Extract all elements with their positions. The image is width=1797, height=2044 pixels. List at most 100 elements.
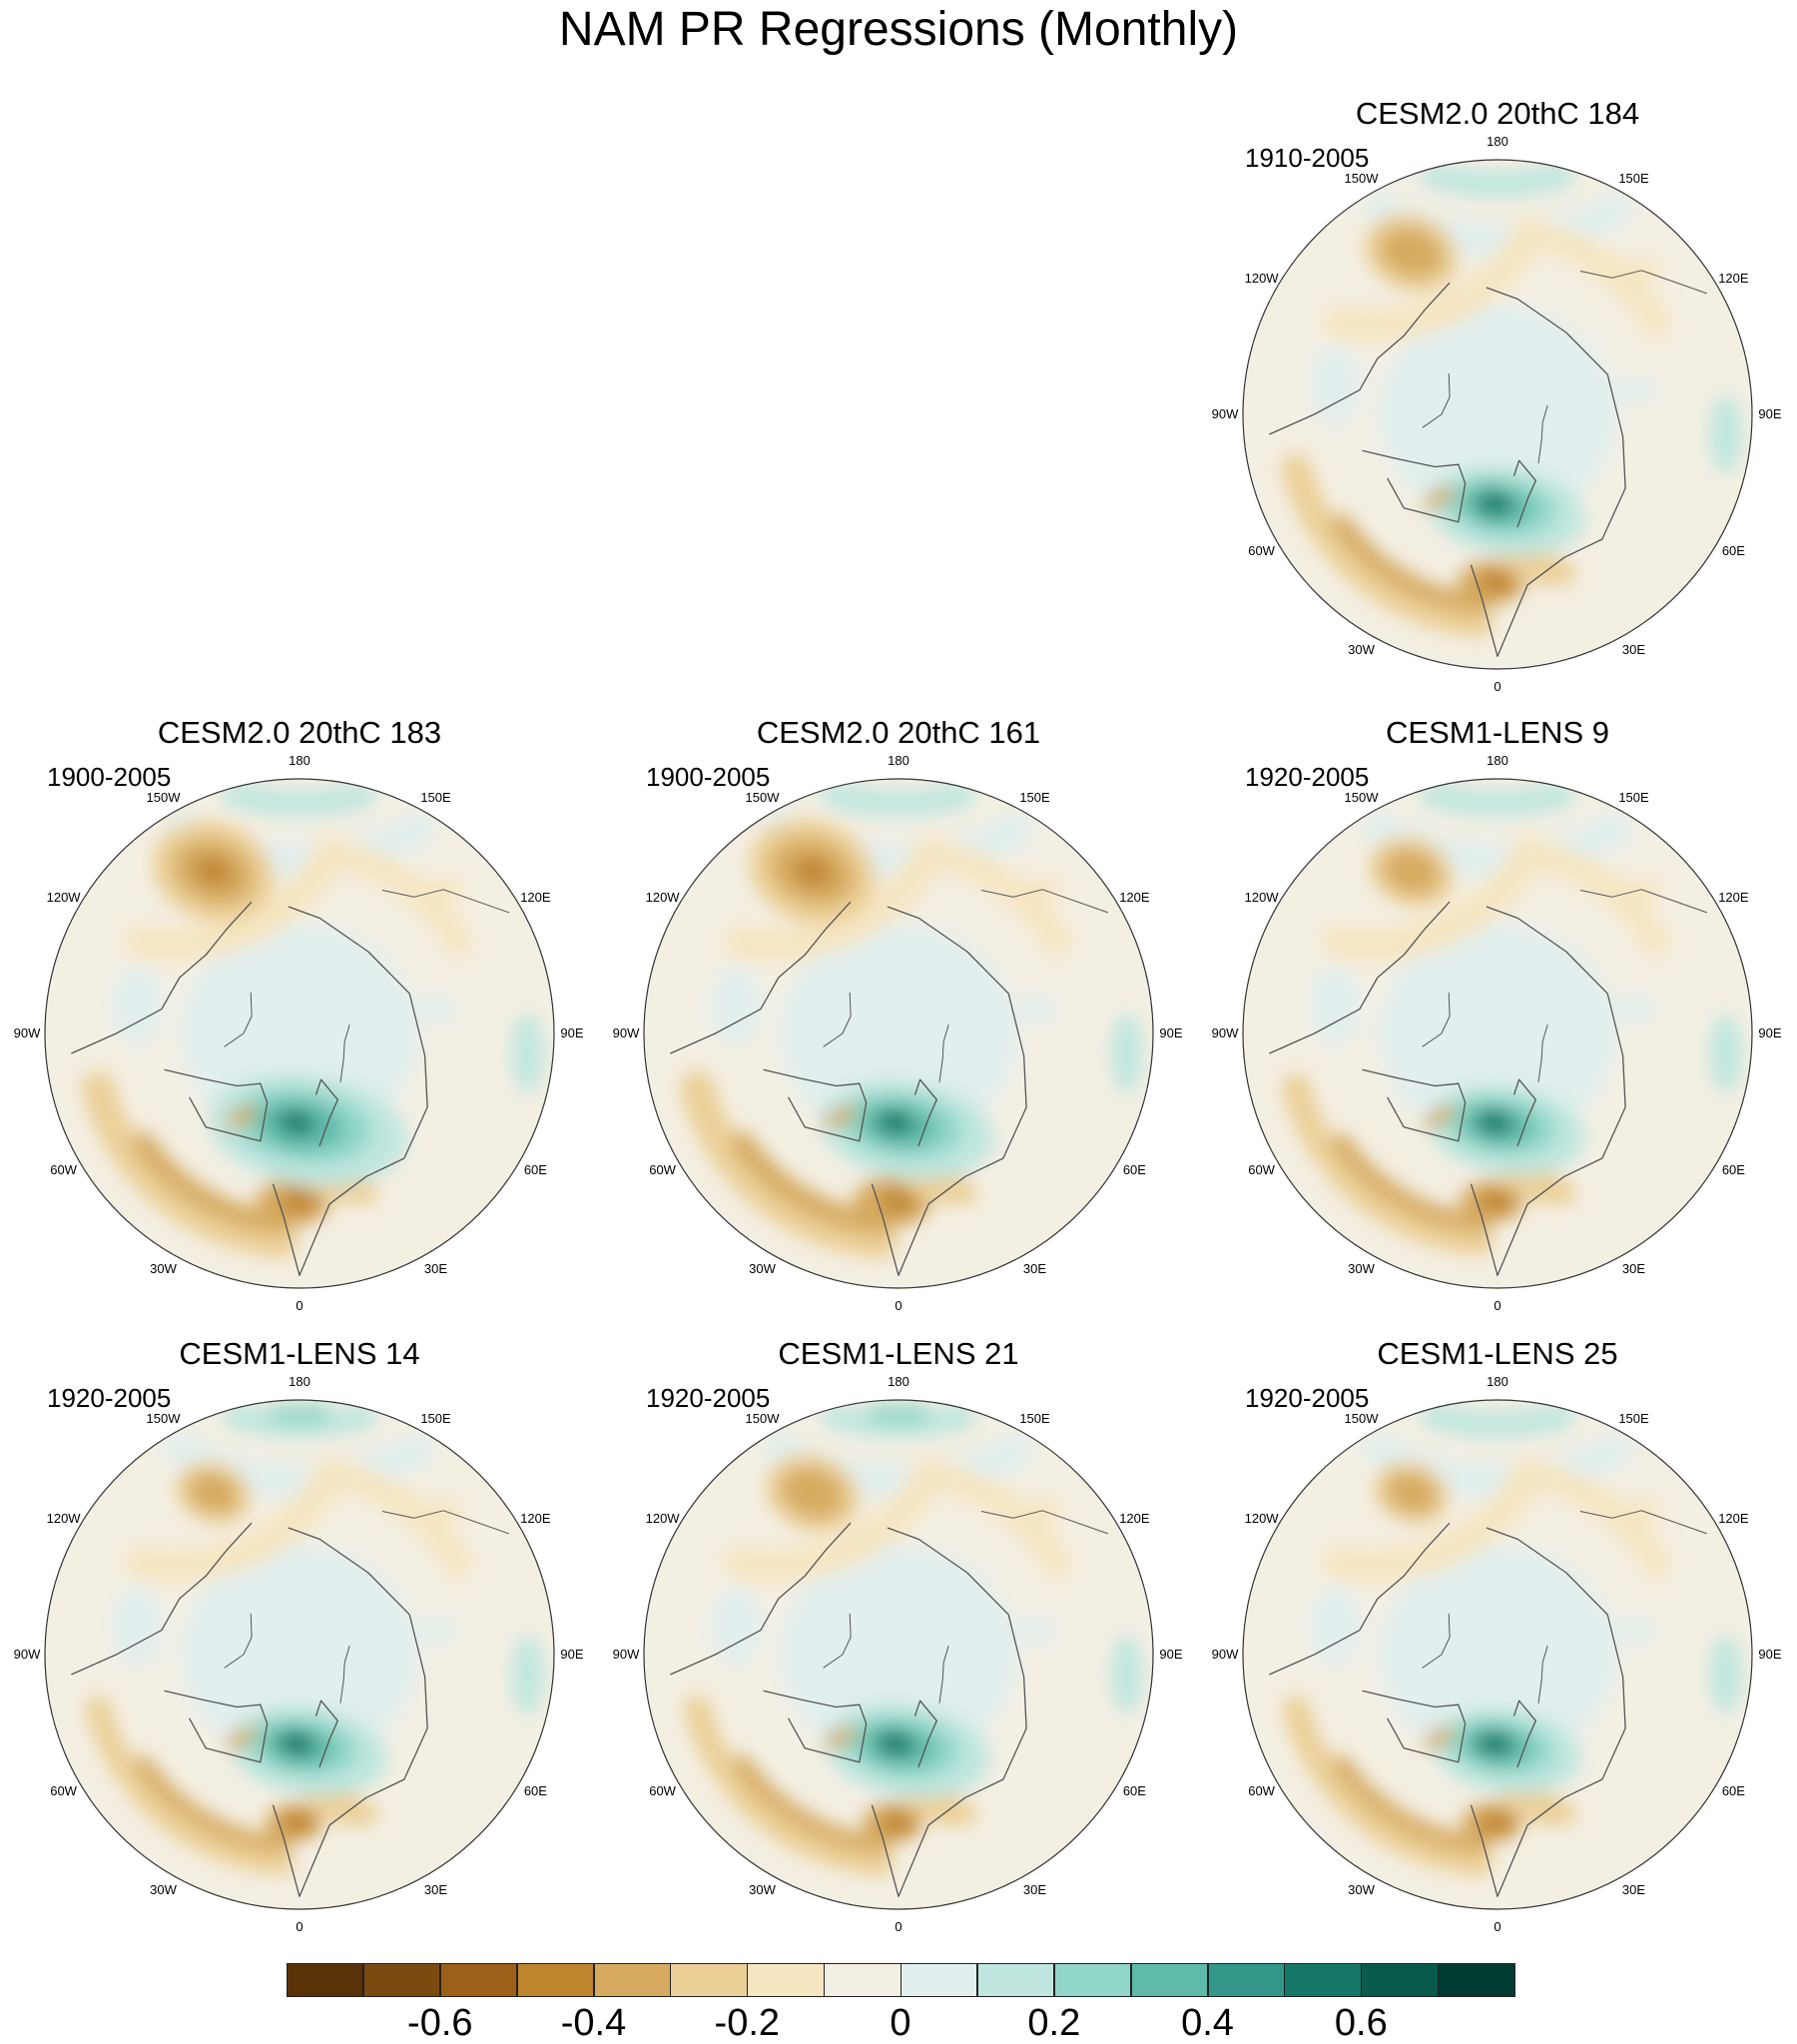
siberia-patch: [1014, 997, 1059, 1022]
pacific-anomaly-core: [1383, 849, 1440, 895]
panel-years: 1920-2005: [646, 1383, 771, 1413]
pacific-tan-arc-west: [723, 1457, 947, 1583]
map-panel: CESM2.0 20thC 161 180 150E 120E 90E 60E 30E 0 30…: [599, 714, 1198, 1313]
longitude-label: 120E: [1718, 889, 1749, 905]
iberia-anomaly-core: [1480, 570, 1515, 595]
pacific-anomaly-core: [1386, 1472, 1437, 1513]
coastline-greenland: [164, 1690, 269, 1763]
longitude-label: 120W: [1244, 270, 1279, 286]
longitude-label: 120E: [520, 1510, 551, 1526]
coastline-east-asia: [980, 889, 1108, 914]
iceland-anomaly: [225, 1726, 258, 1749]
longitude-label: 180: [1487, 753, 1508, 768]
longitude-label: 60W: [649, 1161, 676, 1177]
longitude-label: 90W: [13, 1025, 41, 1040]
longitude-label: 150E: [420, 1410, 451, 1426]
polar-cap-field: [779, 1545, 1018, 1764]
longitude-label: 60E: [1122, 1782, 1146, 1798]
longitude-label: 180: [1487, 1374, 1508, 1389]
iceland-anomaly: [1423, 1105, 1456, 1128]
longitude-label: 150W: [1344, 789, 1379, 805]
asia-wet-patch: [1110, 1635, 1143, 1714]
coastline-arctic-islands: [1537, 1645, 1548, 1703]
coastline-canadian-archipelago: [823, 1613, 852, 1669]
pacific-teal-band: [822, 1403, 975, 1438]
iceland-anomaly: [824, 1105, 857, 1128]
panel-years: 1910-2005: [1245, 143, 1370, 173]
coastline-canadian-archipelago: [1422, 992, 1451, 1047]
polar-map: [643, 1399, 1154, 1910]
panel-title: CESM2.0 20thC 183: [157, 715, 442, 750]
map-panel: CESM2.0 20thC 183 180 150E 120E 90E 60E 30E 0 30…: [0, 714, 599, 1313]
map-border: [643, 1399, 1154, 1910]
atlantic-dry-band: [679, 1069, 898, 1259]
longitude-label: 30W: [150, 1261, 177, 1277]
longitude-label: 90E: [560, 1025, 584, 1040]
pacific-teal-core: [269, 1404, 330, 1424]
atlantic-dry-core: [132, 1131, 295, 1235]
pacific-anomaly-core: [188, 1472, 239, 1513]
longitude-label: 90E: [1758, 1025, 1782, 1040]
asia-wet-patch: [511, 1635, 544, 1714]
colorbar-swatch: [287, 1963, 364, 1997]
panel-years: 1920-2005: [1245, 762, 1370, 792]
longitude-label: 150W: [146, 1410, 181, 1426]
coastline-arctic-islands: [1537, 404, 1548, 463]
longitude-label: 180: [888, 753, 909, 768]
map-border: [643, 778, 1154, 1289]
longitude-label: 0: [296, 1919, 303, 1934]
coastline-north-america: [71, 901, 253, 1054]
america-blue-patch: [110, 965, 163, 1045]
atlantic-dry-core: [1331, 513, 1492, 615]
mediterranean-anomaly: [1499, 548, 1577, 586]
polar-cap-field: [1378, 924, 1617, 1143]
longitude-label: 90W: [612, 1647, 640, 1662]
polar-map: [1242, 159, 1753, 670]
america-blue-patch: [709, 965, 762, 1045]
coastline-greenland: [164, 1068, 269, 1142]
longitude-label: 30W: [1348, 1882, 1375, 1898]
longitude-label: 180: [289, 1374, 310, 1389]
longitude-label: 30E: [1621, 642, 1646, 658]
map-border: [44, 778, 555, 1289]
pacific-anomaly-peak: [196, 857, 232, 887]
longitude-label: 90E: [1159, 1647, 1183, 1662]
siberia-patch: [1613, 997, 1658, 1022]
coastline-canadian-archipelago: [1422, 372, 1451, 428]
iceland-anomaly: [225, 1105, 258, 1128]
coastline-east-asia: [381, 1510, 509, 1535]
coastline-north-america: [1269, 1522, 1451, 1676]
longitude-label: 120W: [645, 1510, 680, 1526]
panel-title: CESM1-LENS 21: [778, 1336, 1019, 1371]
coastline-canadian-archipelago: [224, 1613, 253, 1669]
longitude-label: 0: [296, 1298, 303, 1313]
colorbar-swatch: [362, 1963, 441, 1997]
panel-years: 1900-2005: [47, 762, 172, 792]
pacific-anomaly-peak: [795, 857, 831, 887]
north-europe-wet-peak: [877, 1110, 913, 1135]
coastline-canadian-archipelago: [1422, 1613, 1451, 1669]
coastline-north-america: [1269, 901, 1451, 1054]
coastline-scandinavia: [314, 1078, 338, 1147]
iberia-anomaly-core: [1480, 1189, 1515, 1214]
coastline-eurasia: [1470, 1527, 1626, 1897]
polar-map: [44, 778, 555, 1289]
longitude-label: 150E: [1618, 170, 1649, 186]
longitude-label: 150W: [1344, 170, 1379, 186]
coastline-scandinavia: [314, 1700, 338, 1768]
map-panel: CESM1-LENS 9 180 150E 120E 90E 60E 30E 0 30W 60W 9…: [1198, 714, 1797, 1313]
coastline-north-america: [670, 901, 852, 1054]
north-europe-wet-peak: [877, 1731, 913, 1756]
page-title: NAM PR Regressions (Monthly): [558, 3, 1239, 56]
longitude-label: 60E: [523, 1161, 547, 1177]
longitude-label: 30W: [1348, 1261, 1375, 1277]
iberia-anomaly-core: [282, 1810, 317, 1835]
longitude-label: 150E: [420, 789, 451, 805]
longitude-label: 120E: [1718, 1510, 1749, 1526]
atlantic-dry-band: [1282, 1695, 1494, 1876]
map-border: [1242, 778, 1753, 1289]
iberia-anomaly-core: [881, 1189, 916, 1214]
coastline-eurasia: [272, 1527, 428, 1897]
longitude-label: 90W: [1211, 406, 1239, 421]
asia-wet-patch: [1709, 394, 1742, 474]
